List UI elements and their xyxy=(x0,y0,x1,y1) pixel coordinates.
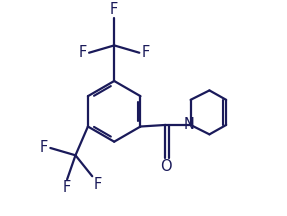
Text: O: O xyxy=(160,159,171,175)
Text: F: F xyxy=(141,45,150,60)
Text: F: F xyxy=(63,180,71,195)
Text: F: F xyxy=(93,177,102,192)
Text: F: F xyxy=(40,140,48,156)
Text: F: F xyxy=(79,45,87,60)
Text: N: N xyxy=(184,118,195,132)
Text: F: F xyxy=(110,2,118,17)
